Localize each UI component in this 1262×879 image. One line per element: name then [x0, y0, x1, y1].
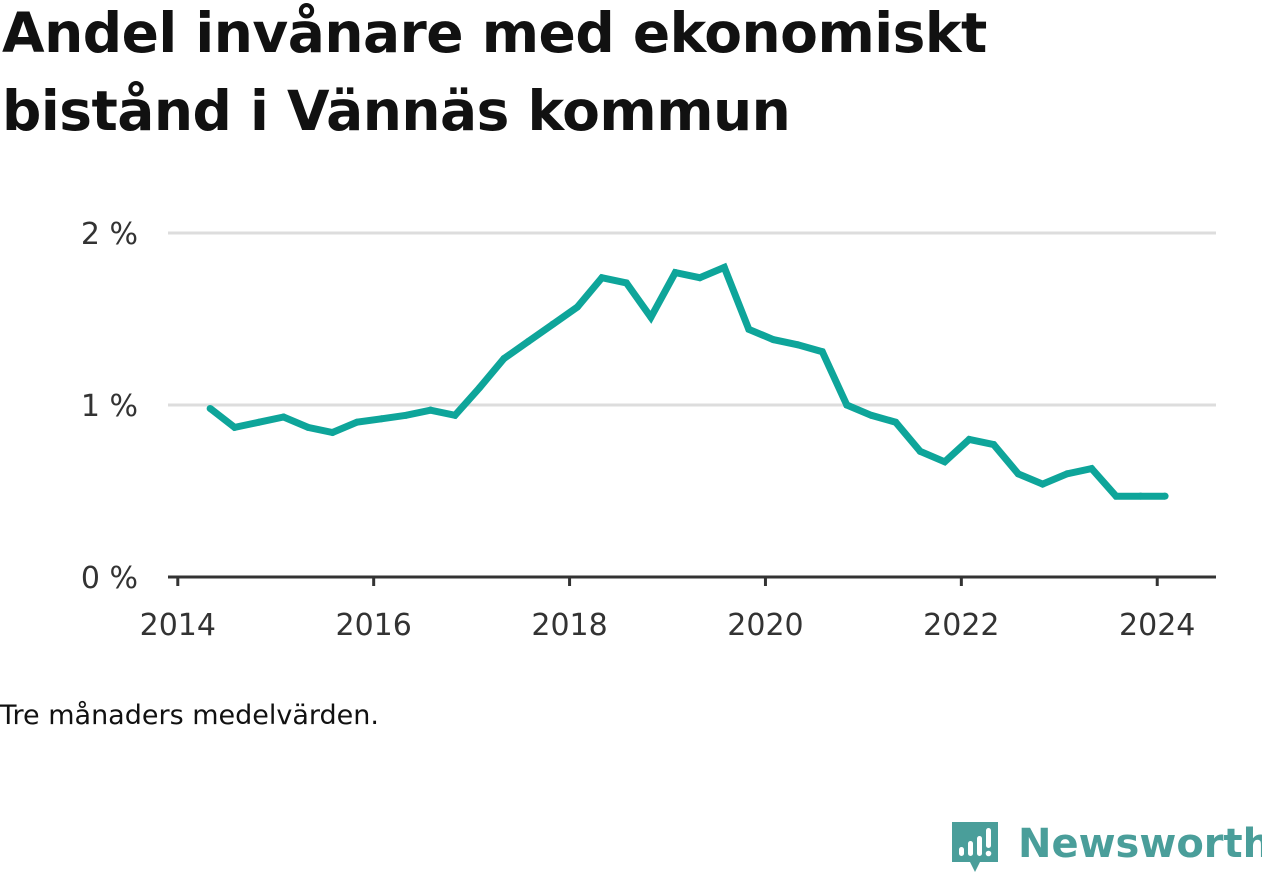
data-point-8 [402, 411, 410, 419]
x-axis [168, 575, 1216, 586]
data-point-35 [1063, 470, 1071, 478]
y-tick-label-0: 0 % [81, 561, 138, 596]
y-tick-label-1: 1 % [81, 389, 138, 424]
data-point-18 [647, 313, 655, 321]
data-point-10 [451, 411, 459, 419]
data-point-33 [1014, 470, 1022, 478]
data-point-9 [426, 406, 434, 414]
data-point-1 [231, 423, 239, 431]
line-chart: 0 % 1 % 2 % 2014 2016 2018 2020 2022 2024 [81, 217, 1216, 643]
data-point-30 [941, 458, 949, 466]
data-point-3 [280, 413, 288, 421]
x-axis-tick-labels: 2014 2016 2018 2020 2022 2024 [140, 608, 1196, 643]
data-point-17 [622, 279, 630, 287]
chart-note: Tre månaders medelvärden. [0, 700, 379, 731]
data-point-37 [1112, 492, 1120, 500]
chart-title: Andel invånare med ekonomiskt bistånd i … [2, 0, 1242, 150]
data-point-0 [206, 404, 214, 412]
data-point-28 [892, 418, 900, 426]
data-point-20 [696, 274, 704, 282]
data-point-39 [1161, 492, 1169, 500]
data-point-2 [255, 418, 263, 426]
data-point-4 [304, 423, 312, 431]
data-point-27 [867, 411, 875, 419]
data-point-24 [794, 341, 802, 349]
chart-title-line-1: Andel invånare med ekonomiskt [2, 1, 987, 65]
data-point-23 [769, 336, 777, 344]
data-point-21 [720, 263, 728, 271]
data-point-5 [329, 429, 337, 437]
y-tick-label-2: 2 % [81, 217, 138, 252]
data-point-14 [549, 320, 557, 328]
x-tick-label-3: 2020 [727, 608, 803, 643]
data-point-32 [990, 441, 998, 449]
x-tick-label-1: 2016 [336, 608, 412, 643]
chart-title-line-2: bistånd i Vännäs kommun [2, 79, 791, 143]
series-layer [206, 262, 1169, 500]
data-point-26 [843, 401, 851, 409]
x-tick-label-4: 2022 [923, 608, 999, 643]
brand-logo: Newsworthy [950, 818, 1262, 878]
data-point-15 [573, 303, 581, 311]
series-line-0 [207, 262, 1166, 500]
data-point-11 [475, 384, 483, 392]
grid-lines [168, 231, 1216, 407]
data-point-29 [916, 447, 924, 455]
data-point-31 [965, 435, 973, 443]
data-point-34 [1039, 480, 1047, 488]
brand-name: Newsworthy [1018, 821, 1262, 867]
data-point-25 [818, 348, 826, 356]
data-point-36 [1088, 465, 1096, 473]
data-point-22 [745, 325, 753, 333]
y-axis-tick-labels: 0 % 1 % 2 % [81, 217, 138, 596]
data-point-16 [598, 274, 606, 282]
data-point-38 [1137, 492, 1145, 500]
data-point-19 [671, 269, 679, 277]
x-tick-label-5: 2024 [1119, 608, 1195, 643]
data-point-6 [353, 418, 361, 426]
newsworthy-logo-icon [952, 822, 998, 872]
data-point-13 [524, 337, 532, 345]
data-point-12 [500, 355, 508, 363]
x-tick-label-2: 2018 [531, 608, 607, 643]
data-point-7 [378, 415, 386, 423]
x-tick-label-0: 2014 [140, 608, 216, 643]
